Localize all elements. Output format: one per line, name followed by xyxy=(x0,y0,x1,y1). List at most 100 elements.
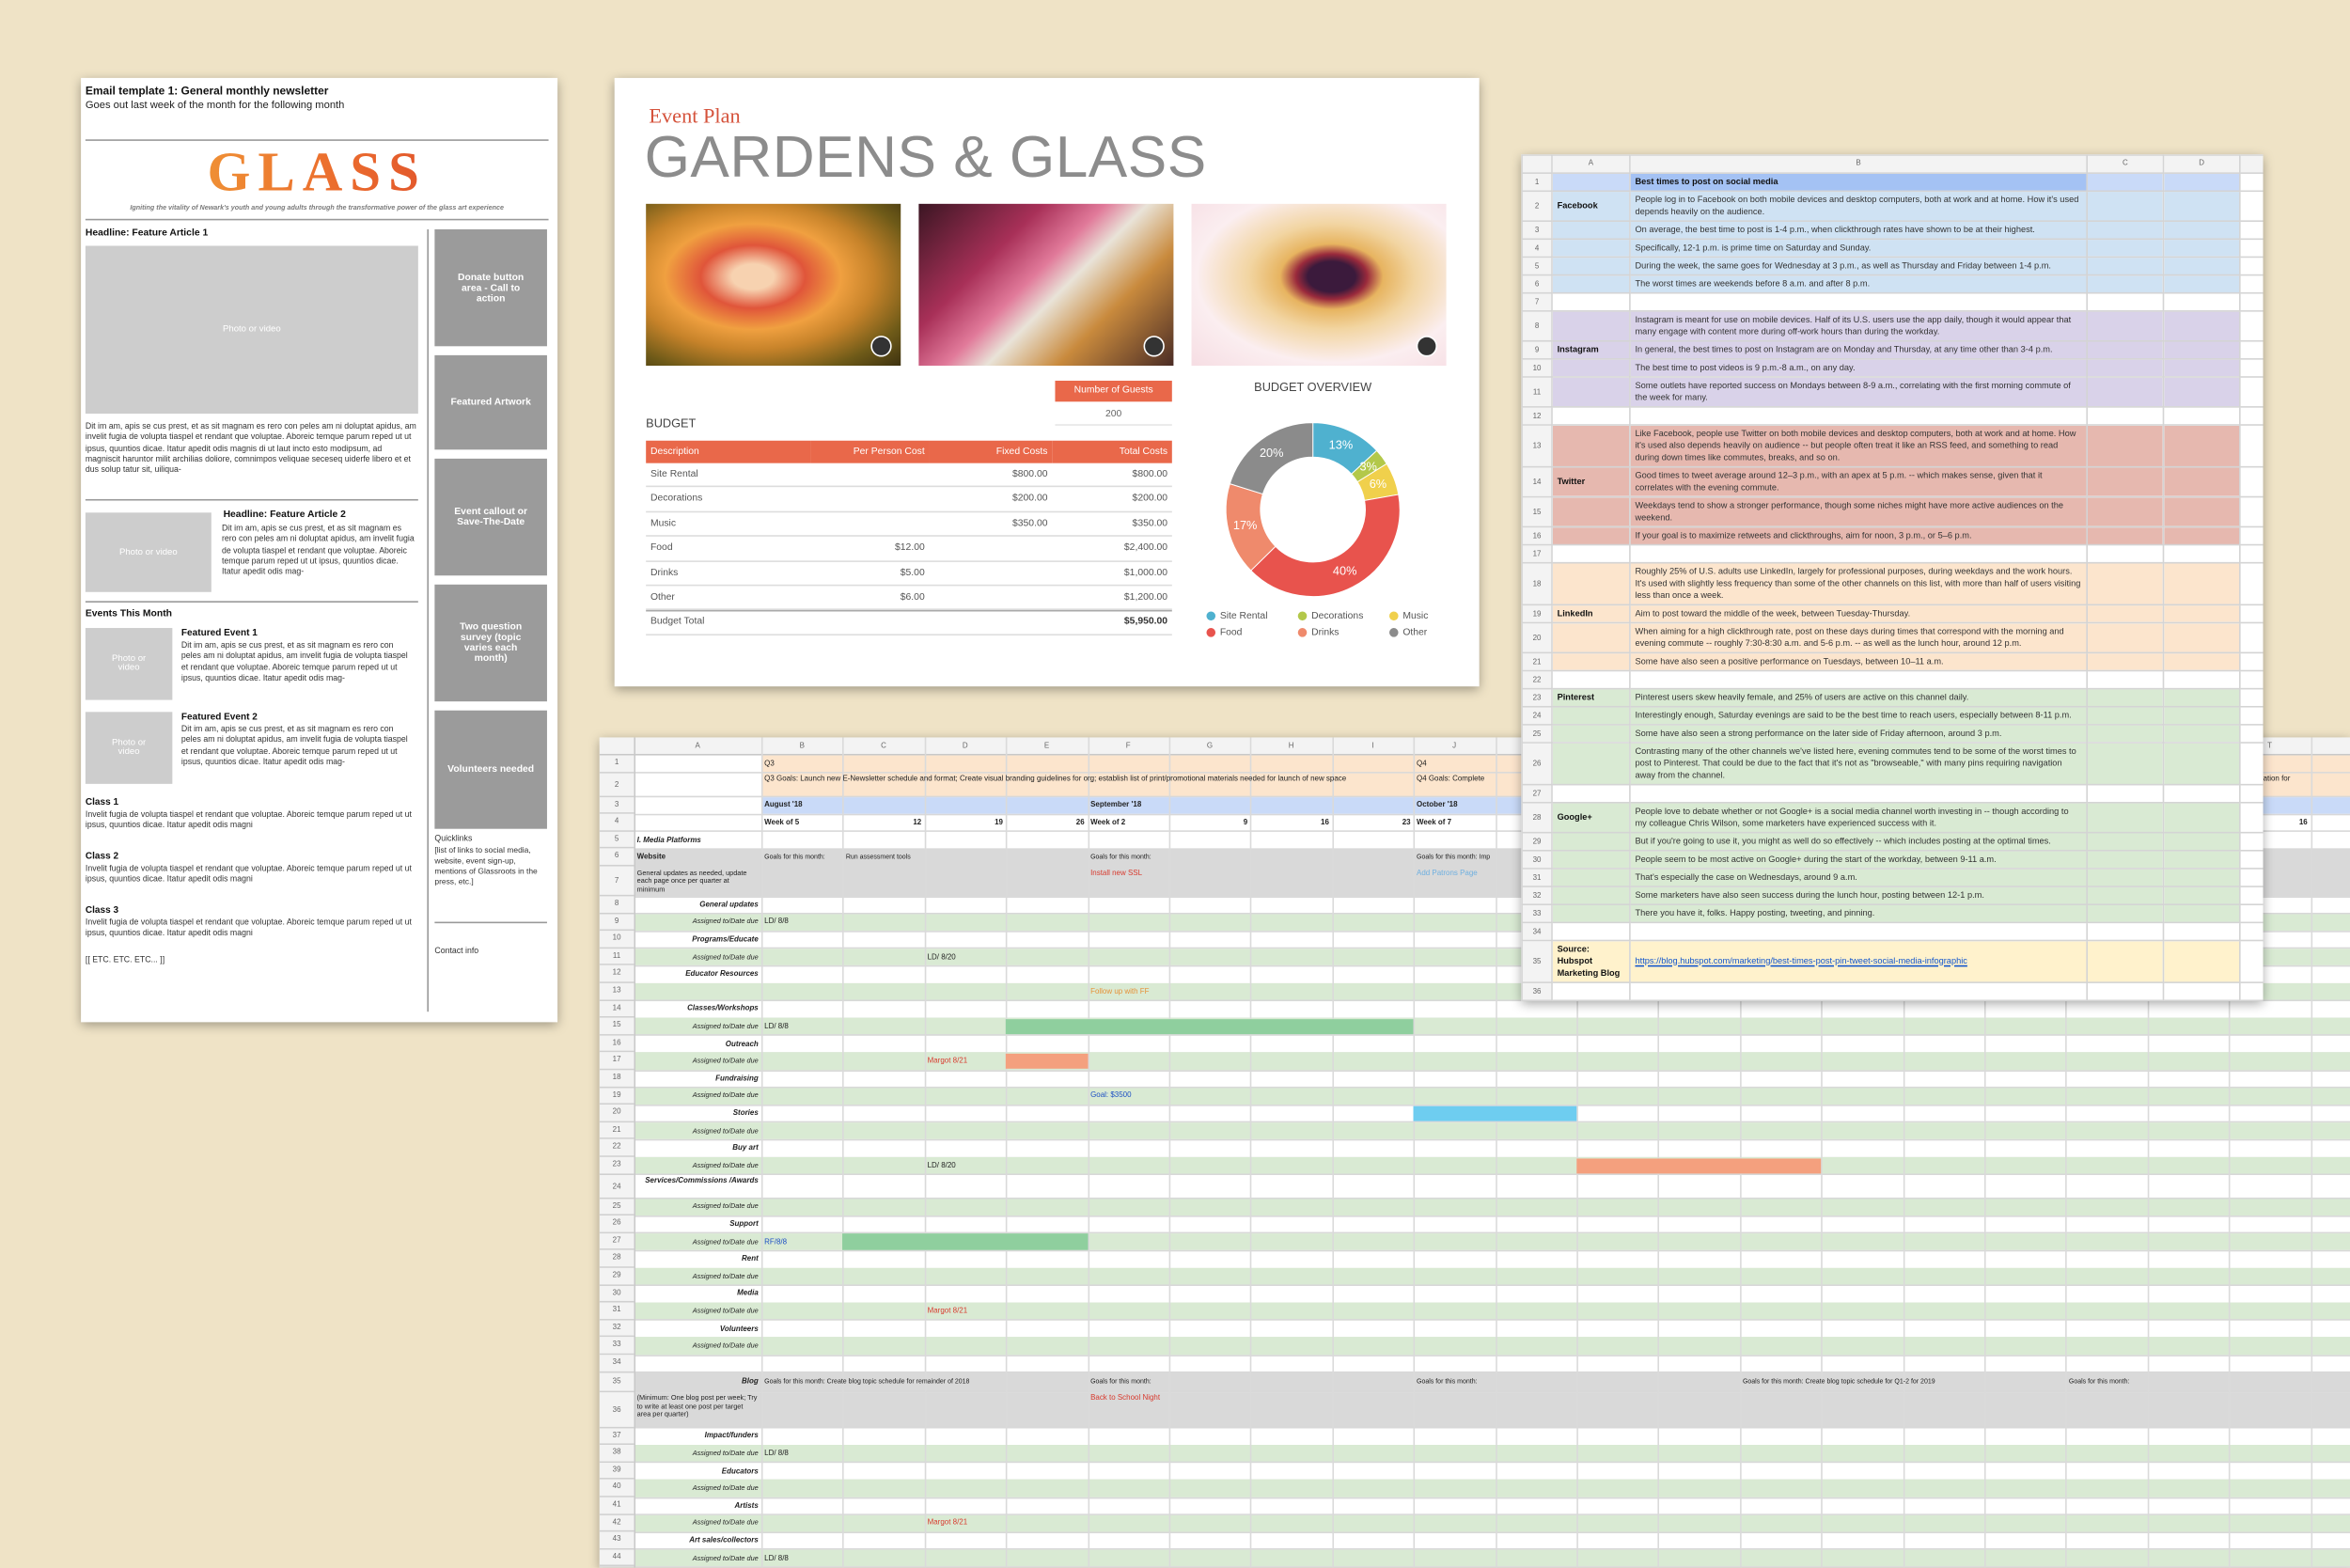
data-label: 6% xyxy=(1370,477,1386,491)
channel-label xyxy=(1551,561,1631,606)
table-header: Description xyxy=(646,440,811,463)
channel-label: Pinterest xyxy=(1551,687,1631,708)
event-body: Dit im am, apis se cus prest, et as sit … xyxy=(180,725,408,768)
row-number: 32 xyxy=(599,1320,634,1338)
sheet-text: Interestingly enough, Saturday evenings … xyxy=(1629,705,2088,726)
sheet-cell xyxy=(2162,525,2241,546)
divider xyxy=(427,228,429,1012)
sheet-row: 36 xyxy=(1521,981,2264,1002)
row-number: 10 xyxy=(1521,358,1553,378)
row-number: 6 xyxy=(599,849,634,867)
sheet-cell xyxy=(2162,705,2241,726)
channel-label xyxy=(1551,669,1631,690)
row-number: 20 xyxy=(599,1105,634,1122)
cell: Impact/funders xyxy=(704,1432,759,1441)
row-number: 12 xyxy=(1521,406,1553,426)
sheet-table: A B C D 1 Best times to post on social media 2… xyxy=(1521,154,2264,1002)
column-line xyxy=(924,737,927,1568)
photo xyxy=(1191,203,1447,367)
cell: 19 xyxy=(995,818,1003,828)
row-number: 42 xyxy=(599,1514,634,1532)
row-number: 26 xyxy=(599,1215,634,1233)
column-letter: I xyxy=(1371,742,1374,751)
row-number: 23 xyxy=(599,1156,634,1175)
donut-segment xyxy=(1229,422,1314,495)
sheet-cell xyxy=(2239,939,2264,983)
channel-label: Google+ xyxy=(1551,801,1631,834)
sheet-row: 20 When aiming for a high clickthrough ra… xyxy=(1521,621,2264,654)
cell: LD/ 8/20 xyxy=(927,1161,956,1170)
sheet-cell xyxy=(2162,495,2241,528)
cell: Support xyxy=(729,1219,759,1230)
row-fill xyxy=(634,1337,2350,1356)
channel-label xyxy=(1551,495,1631,528)
row-number: 1 xyxy=(599,755,634,774)
sidebar-box: Two question survey (topic varies each m… xyxy=(434,584,547,702)
sheet-cell xyxy=(2162,465,2241,498)
sheet-cell xyxy=(2086,358,2165,378)
column-line xyxy=(1250,737,1252,1568)
sheet-text: Some have also seen a strong performance… xyxy=(1629,724,2088,744)
table-cell: $1,000.00 xyxy=(1123,567,1168,578)
channel-label xyxy=(1551,172,1631,193)
cell: August '18 xyxy=(764,801,803,810)
table-cell: $6.00 xyxy=(900,591,925,603)
cell: Assigned to/Date due xyxy=(692,952,759,961)
quicklinks-note: [list of links to social media, website,… xyxy=(434,846,538,887)
sheet-cell xyxy=(2162,604,2241,624)
channel-label xyxy=(1551,310,1631,342)
column-line xyxy=(1903,737,1904,1568)
row-number: 14 xyxy=(599,1000,634,1018)
tagline: Igniting the vitality of Newark's youth … xyxy=(130,203,504,212)
row-line xyxy=(599,1249,2350,1252)
donut-chart: 13% 3% 6% 40% 17% 20% Site Rental Decorations Mu… xyxy=(1206,422,1428,638)
sheet-cell xyxy=(2239,424,2264,468)
sheet-cell xyxy=(2086,886,2165,906)
row-line xyxy=(599,1390,2350,1393)
row-line xyxy=(599,813,2350,815)
table-cell: $2,400.00 xyxy=(1123,542,1168,554)
row-fill xyxy=(634,1087,2350,1105)
cell: Week of 7 xyxy=(1416,818,1452,828)
sheet-cell xyxy=(2162,358,2241,378)
sheet-cell xyxy=(2239,651,2264,672)
sheet-cell xyxy=(2239,543,2264,564)
sheet-cell xyxy=(2086,172,2165,193)
sheet-cell xyxy=(2086,903,2165,924)
sheet-cell xyxy=(2162,831,2241,852)
channel-label xyxy=(1551,742,1631,786)
sheet-cell xyxy=(2239,376,2264,408)
table-cell: Decorations xyxy=(650,494,703,505)
sheet-row: 32 Some marketers have also seen success … xyxy=(1521,886,2264,906)
sheet-cell xyxy=(2239,561,2264,606)
photo-placeholder: Photo or video xyxy=(85,712,173,784)
photo-placeholder: Photo or video xyxy=(85,512,212,592)
channel-label: Instagram xyxy=(1551,339,1631,360)
row-number: 24 xyxy=(599,1174,634,1199)
channel-label xyxy=(1551,783,1631,804)
row-number: 32 xyxy=(1521,886,1553,906)
sheet-cell xyxy=(2162,724,2241,744)
sheet-cell xyxy=(2239,621,2264,654)
sheet-cell xyxy=(2239,310,2264,342)
row-number: 2 xyxy=(1521,190,1553,222)
channel-label xyxy=(1551,831,1631,852)
sheet-cell xyxy=(2239,406,2264,426)
sheet-cell xyxy=(2239,172,2264,193)
column-letter: G xyxy=(1206,742,1214,751)
rule xyxy=(85,601,418,603)
sheet-cell xyxy=(2239,669,2264,690)
sheet-cell xyxy=(2239,724,2264,744)
row-number: 11 xyxy=(599,948,634,966)
row-number: 30 xyxy=(599,1285,634,1303)
sheet-cell xyxy=(2162,376,2241,408)
sheet-cell xyxy=(2239,850,2264,870)
sheet-row: 23 Pinterest Pinterest users skew heavily … xyxy=(1521,687,2264,708)
sheet-text: People love to debate whether or not Goo… xyxy=(1629,801,2088,834)
row-number: 5 xyxy=(1521,256,1553,276)
sidebar-box: Volunteers needed xyxy=(434,710,547,829)
channel-label xyxy=(1551,291,1631,312)
column-line xyxy=(1739,737,1742,1568)
channel-label xyxy=(1551,525,1631,546)
